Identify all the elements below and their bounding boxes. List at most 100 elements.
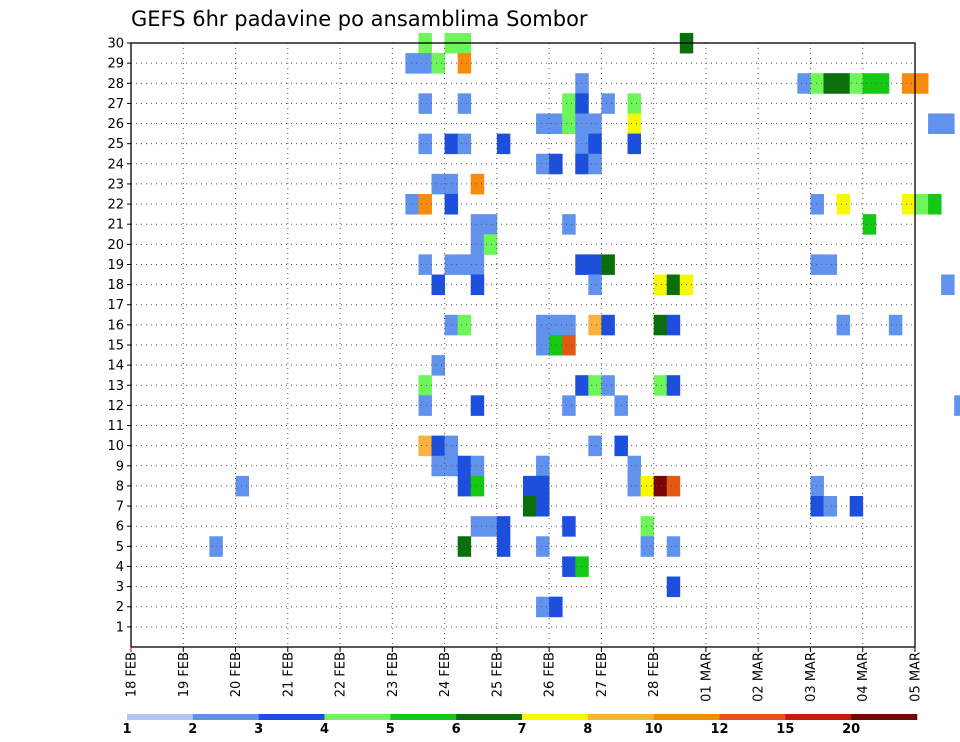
y-tick-label: 20 <box>107 238 124 253</box>
precip-cell <box>457 314 472 336</box>
precip-cell <box>575 375 589 396</box>
y-tick-label: 25 <box>107 137 124 152</box>
precip-cell <box>588 274 602 296</box>
precip-cell <box>588 314 602 336</box>
precip-cell <box>941 274 955 296</box>
y-tick-label: 26 <box>107 117 124 132</box>
colorbar-label: 1 <box>122 722 131 737</box>
precip-cell <box>418 254 432 275</box>
colorbar-segment <box>390 714 457 720</box>
x-tick-label: 25 FEB <box>490 652 505 697</box>
precip-cell <box>523 475 537 497</box>
precip-cell <box>536 314 550 336</box>
precip-cell <box>575 153 589 175</box>
x-tick-label: 28 FEB <box>647 652 662 697</box>
precip-cell <box>601 254 615 275</box>
precip-cell <box>470 516 485 537</box>
precip-cell <box>601 93 615 114</box>
colorbar-label: 10 <box>645 722 663 737</box>
precip-cell <box>562 395 576 416</box>
colorbar-segment <box>258 714 325 720</box>
precip-cell <box>575 73 589 94</box>
precip-cell <box>549 314 563 336</box>
precip-cell <box>549 334 563 356</box>
x-tick-label: 02 MAR <box>752 652 767 702</box>
precip-cell <box>418 194 432 215</box>
precip-cell <box>915 194 929 215</box>
colorbar-label: 12 <box>710 722 728 737</box>
precip-cell <box>457 93 472 114</box>
precip-cell <box>836 194 851 215</box>
y-tick-label: 16 <box>107 318 124 333</box>
y-tick-label: 7 <box>116 500 124 515</box>
y-tick-label: 24 <box>107 157 124 172</box>
precip-cell <box>405 53 419 74</box>
precip-cell <box>575 556 589 577</box>
precip-cell <box>653 375 668 396</box>
precip-cell <box>431 173 445 195</box>
precip-cell <box>653 475 668 497</box>
precip-cell <box>536 496 550 517</box>
colorbar-label: 15 <box>776 722 794 737</box>
precip-cell <box>470 395 485 416</box>
precip-cell <box>575 113 589 134</box>
precip-cell <box>810 475 824 497</box>
precip-cell <box>536 334 550 356</box>
precip-cell <box>575 93 589 114</box>
precip-cell <box>666 375 681 396</box>
y-tick-label: 21 <box>107 218 124 233</box>
precip-cell <box>601 314 615 336</box>
precip-cell <box>575 254 589 275</box>
precip-cell <box>470 475 485 497</box>
y-tick-label: 6 <box>116 520 124 535</box>
precip-cell <box>483 234 498 255</box>
precip-cell <box>418 93 432 114</box>
x-tick-label: 01 MAR <box>699 652 714 702</box>
y-tick-label: 14 <box>107 359 124 374</box>
precip-cell <box>431 53 445 74</box>
y-tick-label: 27 <box>107 97 124 112</box>
precip-cell <box>823 73 837 94</box>
precip-cell <box>941 113 955 134</box>
y-tick-label: 19 <box>107 258 124 273</box>
x-tick-label: 03 MAR <box>804 652 819 702</box>
colorbar-segment <box>719 714 786 720</box>
precip-cell <box>666 475 681 497</box>
precip-cell <box>470 214 485 235</box>
precip-cell <box>588 153 602 175</box>
precip-cell <box>457 455 472 477</box>
precip-cell <box>640 516 655 537</box>
precip-cell <box>640 536 655 557</box>
precip-cell <box>915 73 929 94</box>
precip-cell <box>470 274 485 296</box>
x-tick-label: 20 FEB <box>229 652 244 697</box>
precip-cell <box>901 194 916 215</box>
y-tick-label: 28 <box>107 77 124 92</box>
precip-cell <box>627 133 641 155</box>
precip-cell <box>653 314 668 336</box>
colorbar-segment <box>192 714 259 720</box>
colorbar: 1 2 3 4 5 6 7 8 10 12 15 20 <box>122 714 918 737</box>
y-tick-label: 23 <box>107 177 124 192</box>
precip-cell <box>483 214 498 235</box>
precip-cell <box>418 375 432 396</box>
precip-cell <box>588 254 602 275</box>
precip-cell <box>470 455 485 477</box>
precip-cell <box>562 93 576 114</box>
precip-cell <box>666 536 681 557</box>
precip-cell <box>640 475 655 497</box>
y-tick-label: 13 <box>107 379 124 394</box>
colorbar-segment <box>851 714 918 720</box>
x-tick-label: 19 FEB <box>177 652 192 697</box>
precip-cell <box>588 113 602 134</box>
precip-cell <box>562 556 576 577</box>
precip-cell <box>823 496 837 517</box>
precip-cell <box>536 475 550 497</box>
precip-cell <box>627 93 641 114</box>
precip-cell <box>588 375 602 396</box>
precip-cell <box>862 214 877 235</box>
precip-cell <box>549 153 563 175</box>
x-tick-label: 23 FEB <box>386 652 401 697</box>
precip-cell <box>901 73 916 94</box>
